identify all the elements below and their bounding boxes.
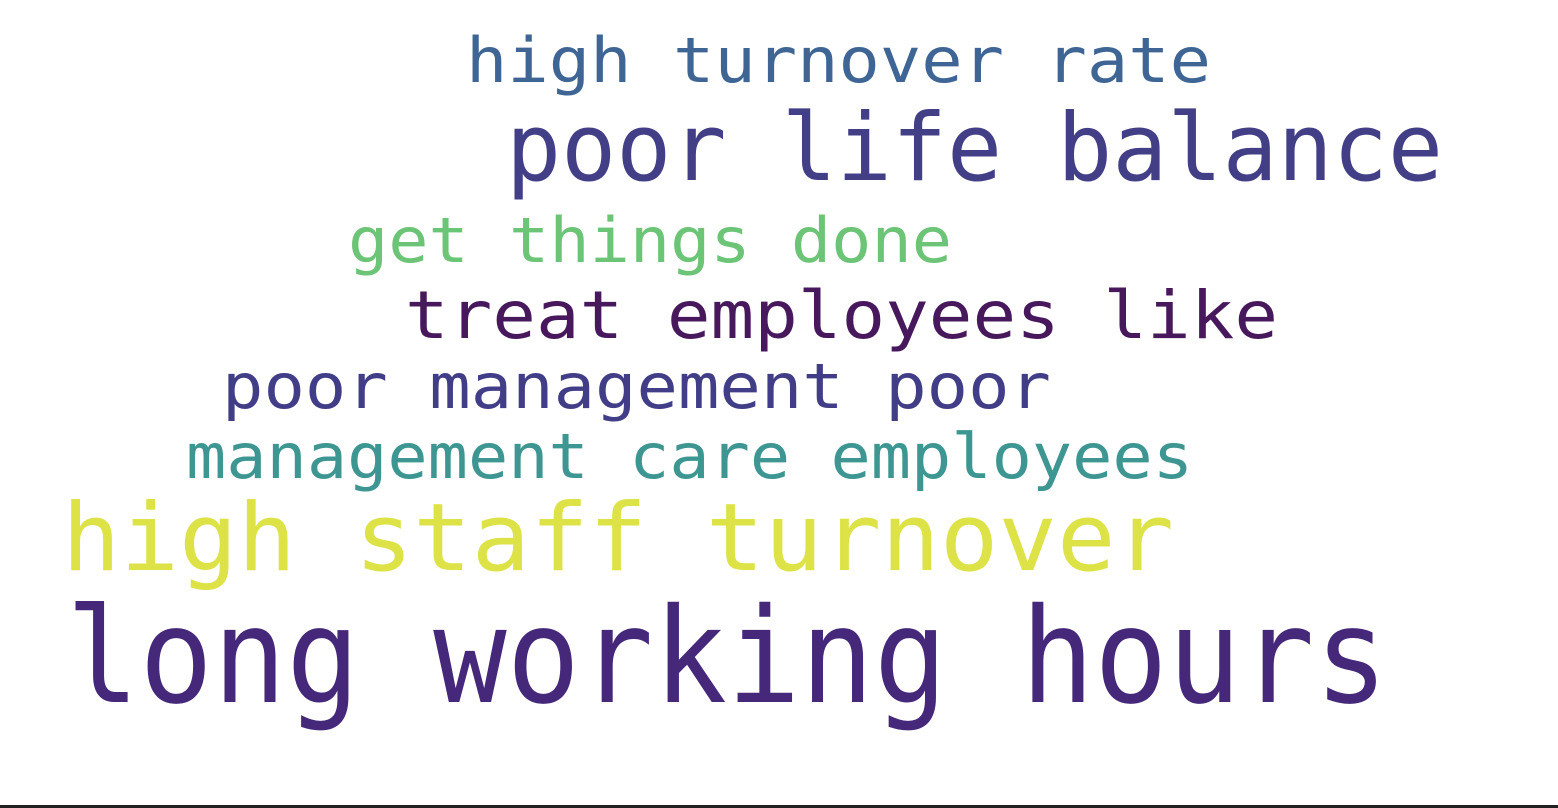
word-poor-management-poor: poor management poor [222,350,1051,423]
word-management-care-employees: management care employees [186,420,1193,493]
word-poor-life-balance: poor life balance [506,94,1443,203]
bottom-border [0,805,1558,808]
word-high-staff-turnover: high staff turnover [62,484,1174,593]
word-long-working-hours: long working hours [66,580,1388,734]
word-treat-employees-like: treat employees like [405,277,1278,354]
word-get-things-done: get things done [348,204,952,277]
word-high-turnover-rate: high turnover rate [466,24,1211,97]
